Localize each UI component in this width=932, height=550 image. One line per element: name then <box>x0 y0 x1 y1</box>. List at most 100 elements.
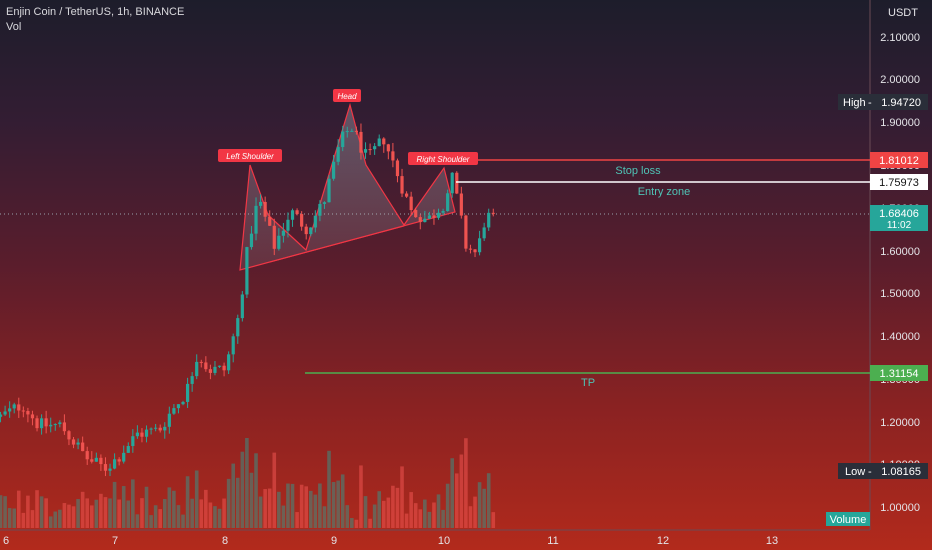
volume-bar <box>295 512 299 528</box>
candle-body <box>167 413 171 427</box>
time-tick: 10 <box>438 535 450 547</box>
candle-body <box>190 376 194 384</box>
candle-body <box>263 201 267 217</box>
take-profit-level[interactable]: TP <box>305 372 870 389</box>
volume-bar <box>94 499 99 528</box>
volume-bar <box>304 486 309 528</box>
candle-body <box>400 176 404 194</box>
volume-bar <box>359 465 363 528</box>
volume-label-box <box>826 512 870 526</box>
high-price-label: High - 1.94720 <box>838 94 928 110</box>
volume-bar <box>445 483 450 528</box>
volume-bar <box>144 486 149 528</box>
stop-loss-price-box <box>870 152 928 168</box>
candle-body <box>236 318 240 337</box>
volume-bar <box>368 518 372 528</box>
candle-body <box>491 212 495 214</box>
volume-bar <box>464 438 468 528</box>
volume-bar <box>204 489 208 528</box>
candle-body <box>359 131 363 153</box>
volume-bar <box>85 498 90 528</box>
head-and-shoulders-pattern <box>239 102 456 271</box>
candle-body <box>468 248 473 250</box>
last-price-label: 1.68406 11:02 <box>870 205 928 231</box>
volume-bar <box>194 470 199 528</box>
entry-zone-level[interactable]: Entry zone <box>456 181 870 198</box>
volume-bar <box>267 488 272 528</box>
volume-bar <box>413 503 418 528</box>
volume-bar <box>372 504 377 528</box>
volume-bar <box>44 498 48 528</box>
candle-body <box>217 365 222 367</box>
volume-bar <box>432 502 436 528</box>
candle-body <box>341 131 345 148</box>
candle-body <box>172 408 176 414</box>
entry-zone-text: Entry zone <box>638 186 691 198</box>
candle-body <box>436 212 441 218</box>
candle-body <box>240 294 244 319</box>
volume-bar <box>409 492 413 528</box>
candle-body <box>181 401 185 405</box>
candle-body <box>409 196 413 211</box>
tp-price-label: 1.31154 <box>870 365 928 381</box>
candle-body <box>227 354 231 371</box>
right-shoulder-label: Right Shoulder <box>408 152 478 165</box>
candle-body <box>331 161 336 179</box>
volume-bar <box>176 505 181 528</box>
candle-body <box>286 219 290 231</box>
volume-bar <box>240 451 245 528</box>
low-label-separator: - <box>868 466 872 478</box>
candle-body <box>477 238 482 253</box>
volume-bar <box>199 499 204 528</box>
volume-bar <box>308 490 313 528</box>
volume-bar <box>231 463 236 528</box>
candle-body <box>464 215 468 249</box>
candle-body <box>112 459 117 469</box>
time-tick: 11 <box>547 535 558 547</box>
low-label-text: Low <box>845 466 865 478</box>
volume-bar <box>350 518 354 528</box>
volume-bar <box>482 488 486 528</box>
volume-bar <box>185 476 190 528</box>
candle-body <box>418 217 422 223</box>
volume-bar <box>491 512 496 528</box>
candle-body <box>322 202 327 204</box>
volume-bar <box>395 487 400 528</box>
volume-bar <box>354 519 359 528</box>
candle-body <box>395 160 400 177</box>
volume-bar <box>62 503 67 528</box>
volume-bar <box>167 487 172 528</box>
candle-body <box>131 436 135 447</box>
candle-body <box>363 149 368 153</box>
volume-bar <box>336 480 340 528</box>
candle-body <box>249 233 254 248</box>
volume-bar <box>190 498 194 528</box>
price-axis-unit: USDT <box>888 7 918 19</box>
stop-loss-level[interactable]: Stop loss <box>456 159 870 177</box>
volume-bar <box>162 499 167 528</box>
candle-body <box>459 193 463 216</box>
candle-body <box>208 369 212 373</box>
candle-body <box>195 361 199 377</box>
candle-body <box>21 410 25 412</box>
volume-bar <box>340 474 345 528</box>
chart-title: Enjin Coin / TetherUS, 1h, BINANCE <box>6 6 185 18</box>
candle-body <box>149 428 153 430</box>
candle-body <box>268 216 272 226</box>
candle-body <box>76 442 80 445</box>
candle-body <box>318 203 322 216</box>
left-shoulder-text: Left Shoulder <box>226 152 274 161</box>
volume-bar <box>418 509 423 528</box>
volume-bar <box>140 498 144 528</box>
time-tick: 13 <box>766 535 778 547</box>
volume-bar <box>281 505 286 528</box>
volume-bar <box>89 505 94 528</box>
volume-label-text: Volume <box>830 514 867 526</box>
volume-bar <box>299 484 304 528</box>
candle-body <box>313 215 317 228</box>
time-tick: 6 <box>3 535 9 547</box>
candle-body <box>391 151 395 161</box>
candles <box>0 123 495 477</box>
